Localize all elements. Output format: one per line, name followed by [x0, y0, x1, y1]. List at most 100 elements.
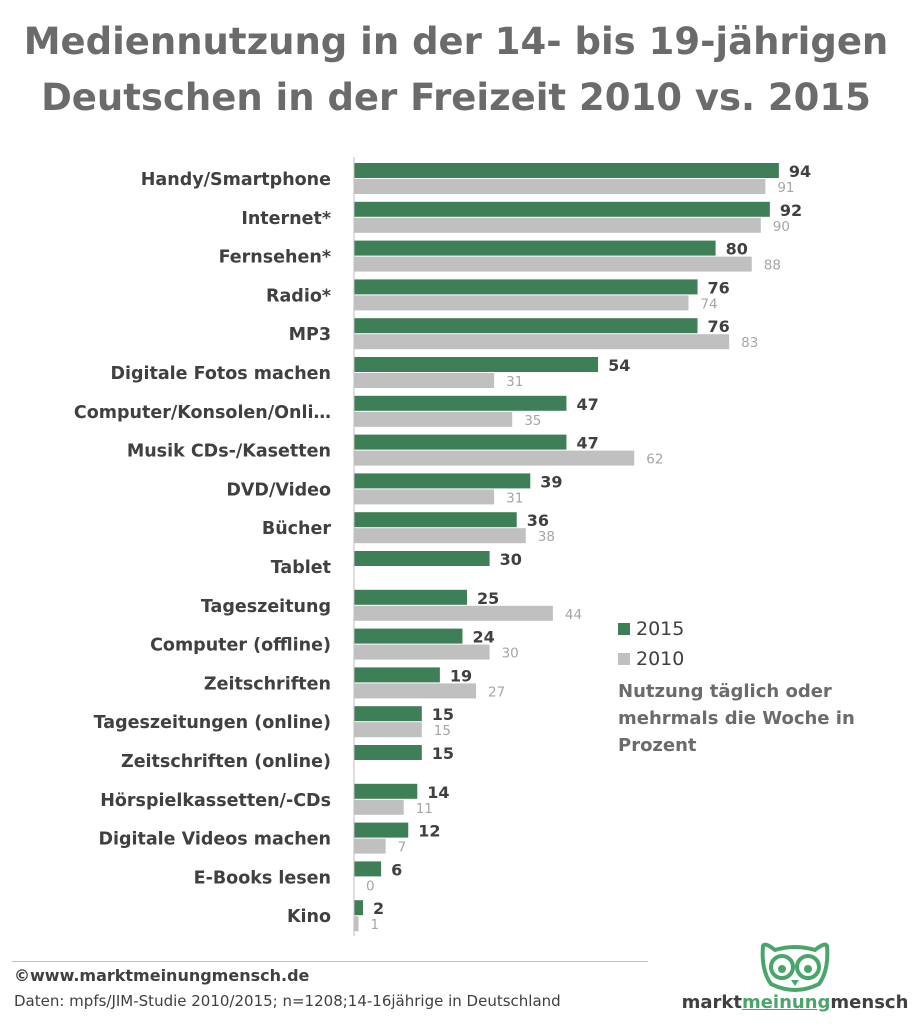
legend-note: Nutzung täglich oder mehrmals die Woche …	[618, 681, 855, 756]
category-label: Computer (offline)	[150, 636, 331, 656]
bar-2015	[354, 589, 467, 605]
category-label: Tageszeitung	[201, 597, 331, 617]
bar-2015	[354, 628, 463, 644]
data-label-2015: 25	[477, 589, 499, 608]
footer-copyright: ©www.marktmeinungmensch.de	[14, 966, 310, 985]
data-label-2010: 62	[646, 452, 663, 468]
category-label: E-Books lesen	[194, 868, 331, 888]
data-label-2010: 7	[398, 840, 407, 856]
bar-2015	[354, 783, 418, 799]
data-label-2015: 47	[576, 434, 598, 453]
bar-2010	[354, 295, 689, 311]
legend-label-2015: 2015	[636, 618, 685, 640]
category-label: Internet*	[241, 209, 331, 229]
legend-item-2015: 2015	[618, 614, 684, 644]
data-label-2015: 47	[576, 395, 598, 414]
bar-2015	[354, 434, 567, 450]
bar-2015	[354, 473, 531, 489]
bar-2010	[354, 256, 752, 272]
data-label-2015: 54	[608, 356, 630, 375]
data-label-2015: 94	[789, 162, 811, 181]
data-label-2010: 27	[488, 684, 505, 700]
bar-2015	[354, 318, 698, 334]
data-label-2015: 6	[391, 860, 402, 879]
category-label: MP3	[289, 325, 331, 345]
data-label-2015: 24	[472, 628, 494, 647]
data-label-2015: 30	[500, 550, 522, 569]
category-label: Bücher	[262, 519, 331, 539]
category-label: Kino	[287, 907, 331, 927]
data-label-2010: 88	[764, 258, 781, 274]
bar-2010	[354, 916, 359, 932]
brand-logo: marktmeinungmensch	[680, 940, 910, 1020]
data-label-2010: 83	[741, 335, 758, 351]
data-label-2010: 31	[506, 374, 523, 390]
bar-2010	[354, 179, 766, 194]
data-label-2010: 31	[506, 490, 523, 506]
data-label-2015: 15	[432, 744, 454, 763]
data-label-2010: 44	[565, 607, 582, 623]
bar-2015	[354, 163, 779, 178]
logo-wordmark: marktmeinungmensch	[680, 992, 910, 1013]
bar-2015	[354, 201, 770, 217]
data-label-2015: 14	[427, 783, 449, 802]
category-label: Digitale Videos machen	[98, 830, 331, 850]
data-label-2010: 11	[416, 801, 433, 817]
category-label: Zeitschriften	[204, 674, 331, 694]
legend-item-2010: 2010	[618, 644, 684, 674]
owl-icon	[760, 942, 830, 992]
bar-2015	[354, 551, 490, 566]
bar-2010	[354, 373, 495, 388]
bar-2010	[354, 683, 477, 699]
bar-2010	[354, 644, 490, 660]
bar-2010	[354, 489, 495, 505]
logo-word-meinung: meinung	[741, 992, 831, 1013]
data-label-2015: 19	[450, 666, 472, 685]
footer-divider	[12, 961, 648, 962]
logo-word-markt: markt	[681, 992, 742, 1013]
bar-2015	[354, 240, 716, 256]
data-label-2015: 76	[708, 278, 730, 297]
legend: 2015 2010	[618, 614, 684, 674]
category-label: Tageszeitungen (online)	[94, 713, 331, 733]
legend-swatch-2010	[618, 653, 630, 665]
bar-2015	[354, 706, 422, 722]
data-label-2010: 30	[502, 646, 519, 662]
data-label-2010: 74	[700, 296, 717, 312]
data-label-2010: 91	[777, 180, 794, 196]
data-label-2010: 35	[524, 413, 541, 429]
category-label: Radio*	[266, 286, 331, 306]
data-label-2015: 12	[418, 822, 440, 841]
bar-2015	[354, 357, 599, 372]
bar-2010	[354, 838, 386, 854]
bar-2010	[354, 217, 761, 233]
category-label: Hörspielkassetten/-CDs	[100, 791, 331, 811]
legend-label-2010: 2010	[636, 648, 685, 670]
chart-title: Mediennutzung in der 14- bis 19-jährigen…	[0, 14, 912, 126]
category-label: Musik CDs-/Kasetten	[127, 442, 331, 462]
data-label-2010: 15	[434, 723, 451, 739]
data-label-2015: 36	[527, 511, 549, 530]
bar-2010	[354, 450, 635, 466]
bar-2015	[354, 279, 698, 295]
bar-2010	[354, 411, 513, 427]
footer-source: Daten: mpfs/JIM-Studie 2010/2015; n=1208…	[14, 992, 561, 1010]
category-label: Digitale Fotos machen	[110, 364, 331, 384]
data-label-2015: 76	[708, 317, 730, 336]
title-line-1: Mediennutzung in der 14- bis 19-jährigen	[23, 20, 889, 63]
category-label: DVD/Video	[226, 480, 331, 500]
bar-2010	[354, 334, 730, 350]
data-label-2010: 0	[366, 878, 375, 894]
data-label-2015: 2	[373, 899, 384, 918]
bar-2015	[354, 822, 409, 838]
category-label: Fernsehen*	[219, 248, 331, 268]
logo-word-mensch: mensch	[830, 992, 909, 1013]
category-label: Tablet	[271, 558, 331, 578]
data-label-2015: 15	[432, 705, 454, 724]
bar-2010	[354, 528, 526, 544]
data-label-2010: 38	[538, 529, 555, 545]
bar-2015	[354, 395, 567, 411]
legend-swatch-2015	[618, 623, 630, 635]
data-label-2010: 90	[773, 219, 790, 235]
